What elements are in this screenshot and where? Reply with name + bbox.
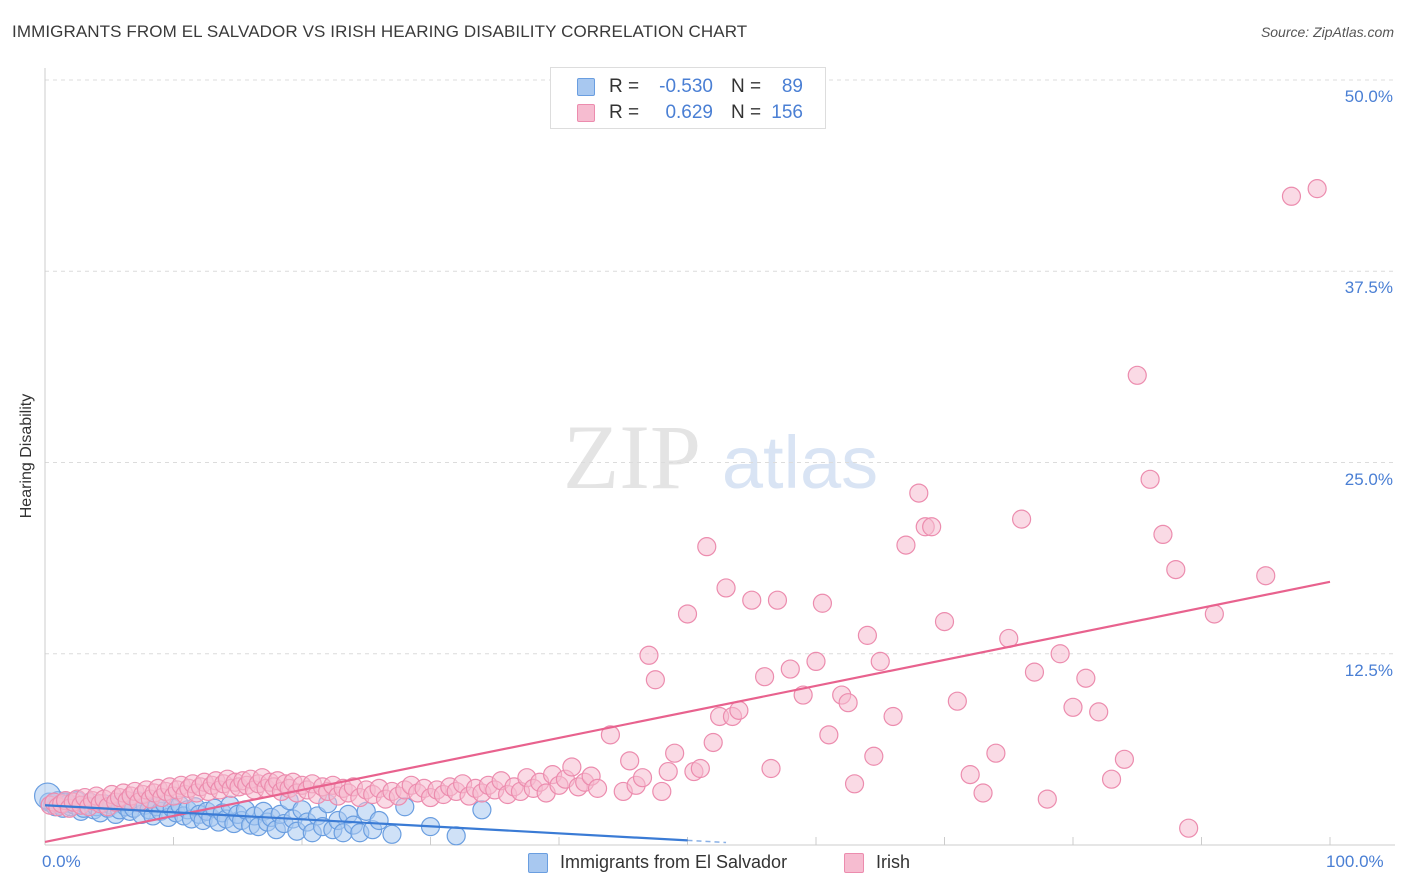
x-tick-max: 100.0% <box>1326 852 1384 871</box>
data-point <box>369 810 389 831</box>
data-point <box>382 824 402 844</box>
data-point <box>1140 469 1160 489</box>
data-point <box>812 593 833 613</box>
legend-n-label: N = <box>731 102 762 123</box>
legend-n-value: 156 <box>771 102 803 123</box>
data-point <box>1101 769 1122 789</box>
data-point <box>587 778 608 798</box>
data-point <box>677 604 698 624</box>
source-label: Source: ZipAtlas.com <box>1260 24 1394 40</box>
data-point <box>896 535 916 555</box>
legend-swatch-pink <box>844 853 864 873</box>
data-point <box>1076 668 1096 688</box>
legend-r-value: -0.530 <box>659 76 713 97</box>
data-point <box>947 691 967 711</box>
data-point <box>697 537 717 557</box>
data-point <box>1204 604 1224 624</box>
data-point <box>1153 524 1173 545</box>
data-point <box>883 706 903 727</box>
y-tick-label: 50.0% <box>1344 87 1393 106</box>
data-point <box>645 670 665 690</box>
data-point <box>844 774 865 794</box>
data-point <box>716 578 736 598</box>
grid <box>45 79 1395 655</box>
trend-line-irish <box>44 580 1331 844</box>
data-point <box>620 751 640 771</box>
legend-swatch-blue <box>577 78 595 96</box>
data-point <box>1050 644 1070 664</box>
trend-line-el-salvador-extension <box>687 839 727 844</box>
data-point <box>922 517 942 537</box>
data-point <box>780 659 800 679</box>
legend-n-label: N = <box>731 76 762 97</box>
data-point <box>819 725 839 745</box>
data-point <box>857 625 878 645</box>
data-point <box>986 743 1006 763</box>
data-point <box>472 800 492 820</box>
data-point <box>632 768 653 788</box>
data-point <box>1011 509 1032 529</box>
data-point <box>1166 559 1186 580</box>
data-point <box>870 651 890 672</box>
data-point <box>1037 789 1057 809</box>
trend-lines <box>44 580 1331 844</box>
legend-r-value: 0.629 <box>665 102 713 123</box>
legend-n-value: 89 <box>781 76 803 97</box>
correlation-legend: R = -0.530 N = 89 R = 0.629 N = 156 <box>550 67 826 129</box>
data-point <box>1179 818 1199 838</box>
legend-swatch-blue <box>528 853 548 873</box>
data-point <box>658 761 678 782</box>
legend-row-el-salvador: R = -0.530 N = 89 <box>551 75 825 101</box>
data-point <box>600 725 621 745</box>
data-point <box>806 651 826 672</box>
data-point <box>960 765 980 785</box>
legend-r-label: R = <box>609 76 640 97</box>
x-tick-min: 0.0% <box>42 852 81 871</box>
data-point <box>1089 702 1109 722</box>
chart-title: IMMIGRANTS FROM EL SALVADOR VS IRISH HEA… <box>12 22 748 41</box>
data-point <box>1281 186 1302 206</box>
data-point <box>1063 697 1083 717</box>
series-irish <box>40 179 1327 838</box>
data-point <box>742 590 762 610</box>
data-point <box>446 826 466 846</box>
data-point <box>1256 566 1276 586</box>
data-point <box>767 590 788 610</box>
data-point <box>665 743 685 763</box>
data-point <box>690 758 710 779</box>
y-tick-label: 25.0% <box>1344 469 1393 489</box>
series-legend: Immigrants from El Salvador Irish <box>0 851 1406 879</box>
legend-swatch-pink <box>577 104 595 122</box>
y-tick-label: 12.5% <box>1344 660 1393 680</box>
legend-row-irish: R = 0.629 N = 156 <box>551 101 825 127</box>
data-point <box>703 732 723 753</box>
trend-line-el-salvador <box>44 804 688 842</box>
data-point <box>934 612 955 632</box>
data-point <box>909 483 929 503</box>
data-point <box>754 667 775 687</box>
data-point <box>1024 662 1045 682</box>
data-point <box>562 757 582 777</box>
data-point <box>838 693 858 713</box>
legend-label: Immigrants from El Salvador <box>560 852 788 872</box>
data-point <box>639 645 659 665</box>
legend-label: Irish <box>876 852 911 872</box>
legend-r-label: R = <box>609 102 640 123</box>
data-point <box>1114 749 1135 769</box>
watermark-zip: ZIP <box>563 406 701 508</box>
y-tick-label: 37.5% <box>1344 278 1393 298</box>
data-point <box>652 781 672 802</box>
data-point <box>1307 179 1327 199</box>
data-point <box>864 746 884 766</box>
data-point <box>973 783 993 803</box>
watermark: ZIP atlas <box>563 406 878 508</box>
data-point <box>793 685 813 705</box>
data-point <box>729 700 749 720</box>
data-point <box>1127 365 1147 385</box>
axes <box>44 68 1395 846</box>
data-point <box>761 758 781 779</box>
